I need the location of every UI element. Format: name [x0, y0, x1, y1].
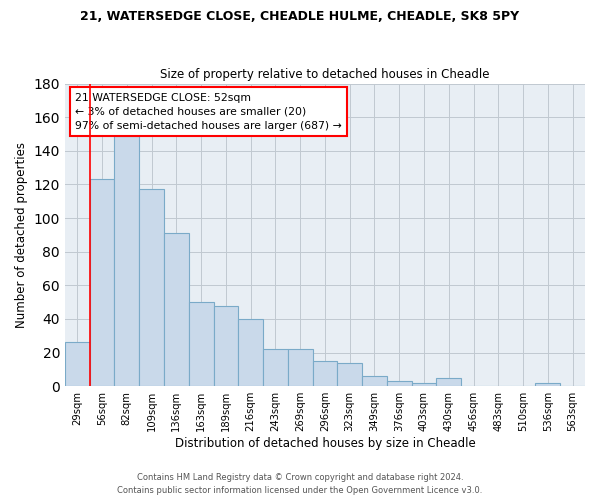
- Bar: [288, 349, 313, 386]
- Bar: [313, 361, 337, 386]
- Bar: [362, 376, 387, 386]
- Bar: [238, 319, 263, 386]
- Text: 21, WATERSEDGE CLOSE, CHEADLE HULME, CHEADLE, SK8 5PY: 21, WATERSEDGE CLOSE, CHEADLE HULME, CHE…: [80, 10, 520, 23]
- Text: Contains HM Land Registry data © Crown copyright and database right 2024.
Contai: Contains HM Land Registry data © Crown c…: [118, 474, 482, 495]
- X-axis label: Distribution of detached houses by size in Cheadle: Distribution of detached houses by size …: [175, 437, 475, 450]
- Bar: [164, 233, 189, 386]
- Bar: [337, 362, 362, 386]
- Text: 21 WATERSEDGE CLOSE: 52sqm
← 3% of detached houses are smaller (20)
97% of semi-: 21 WATERSEDGE CLOSE: 52sqm ← 3% of detac…: [76, 92, 342, 130]
- Bar: [412, 383, 436, 386]
- Bar: [89, 180, 115, 386]
- Bar: [115, 136, 139, 386]
- Bar: [214, 306, 238, 386]
- Bar: [263, 349, 288, 386]
- Bar: [139, 190, 164, 386]
- Bar: [436, 378, 461, 386]
- Title: Size of property relative to detached houses in Cheadle: Size of property relative to detached ho…: [160, 68, 490, 81]
- Bar: [535, 383, 560, 386]
- Bar: [387, 381, 412, 386]
- Y-axis label: Number of detached properties: Number of detached properties: [15, 142, 28, 328]
- Bar: [65, 342, 89, 386]
- Bar: [189, 302, 214, 386]
